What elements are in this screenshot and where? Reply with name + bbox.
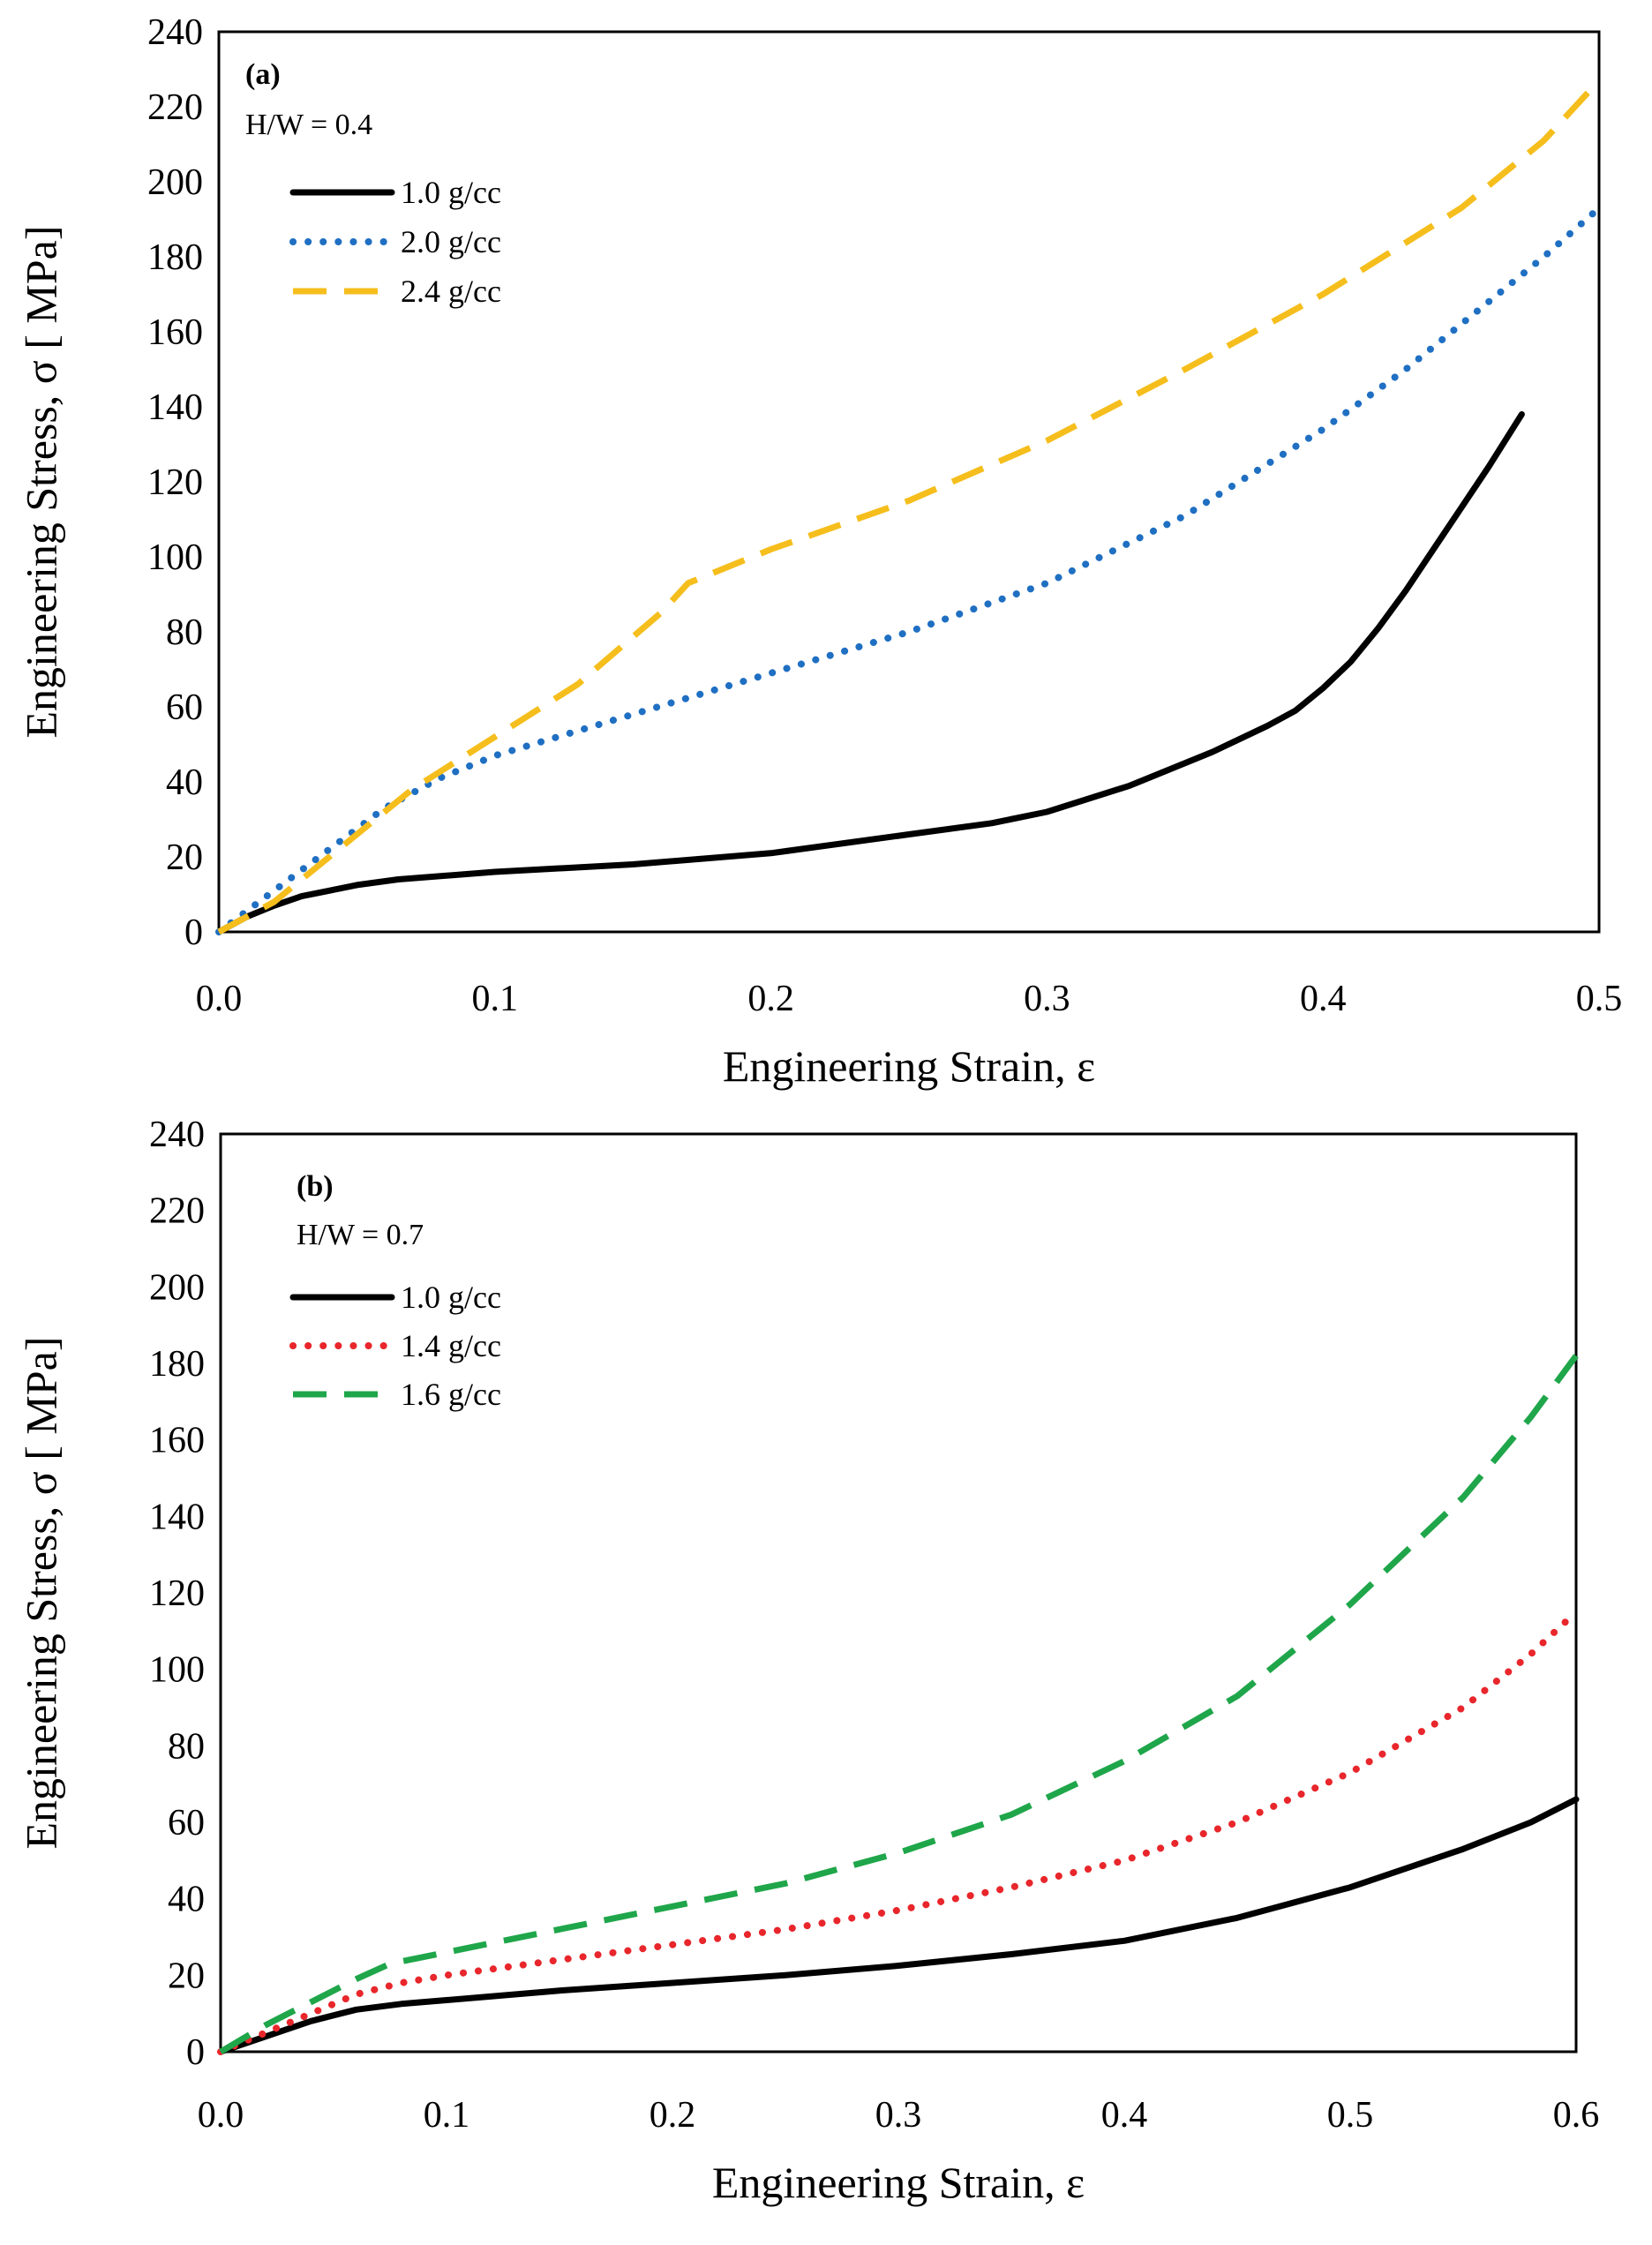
panel-label: (b)	[297, 1170, 334, 1203]
legend-label: 1.4 g/cc	[401, 1328, 501, 1363]
x-tick-label: 0.3	[875, 2095, 922, 2136]
y-tick-label: 80	[166, 612, 203, 653]
x-tick-label: 0.0	[196, 979, 243, 1019]
legend-label: 2.0 g/cc	[401, 224, 501, 259]
x-tick-label: 0.2	[650, 2095, 696, 2136]
x-axis-title: Engineering Strain, ε	[712, 2158, 1085, 2207]
y-axis-title: Engineering Stress, σ [ MPa]	[16, 225, 65, 738]
y-tick-label: 160	[149, 1421, 205, 1461]
y-tick-label: 40	[168, 1880, 205, 1920]
x-tick-label: 0.2	[747, 979, 794, 1019]
y-tick-label: 0	[186, 2032, 205, 2073]
y-tick-label: 160	[147, 312, 203, 353]
x-tick-label: 0.3	[1024, 979, 1070, 1019]
y-tick-label: 100	[149, 1650, 205, 1691]
x-axis-title: Engineering Strain, ε	[723, 1041, 1095, 1091]
series-line-1-0-g-cc	[215, 411, 1525, 935]
plot-area-frame	[217, 30, 1601, 934]
y-axis-title: Engineering Stress, σ [ MPa]	[16, 1336, 65, 1849]
legend-label: 1.0 g/cc	[401, 1280, 501, 1315]
y-tick-label: 0	[184, 912, 203, 953]
y-tick-label: 120	[149, 1573, 205, 1614]
y-tick-label: 240	[149, 1115, 205, 1155]
x-tick-label: 0.1	[424, 2095, 470, 2136]
y-tick-label: 200	[149, 1267, 205, 1308]
y-tick-label: 220	[149, 1191, 205, 1232]
y-tick-label: 240	[147, 12, 203, 53]
legend-label: 1.6 g/cc	[401, 1377, 501, 1412]
y-tick-label: 180	[147, 237, 203, 278]
x-tick-label: 0.4	[1300, 979, 1347, 1019]
y-tick-label: 60	[166, 687, 203, 728]
y-tick-label: 80	[168, 1726, 205, 1767]
y-tick-label: 140	[149, 1497, 205, 1537]
panel-label: (a)	[245, 58, 281, 91]
y-tick-label: 220	[147, 87, 203, 128]
y-tick-label: 200	[147, 162, 203, 203]
series-line-1-0-g-cc	[217, 1796, 1580, 2055]
x-tick-label: 0.5	[1327, 2095, 1374, 2136]
y-tick-label: 20	[166, 837, 203, 878]
legend-label: 2.4 g/cc	[401, 274, 501, 309]
series-line-1-6-g-cc	[219, 1354, 1579, 2055]
y-tick-label: 40	[166, 762, 203, 803]
plot-area-frame	[219, 1132, 1578, 2054]
x-tick-label: 0.5	[1576, 979, 1623, 1019]
y-tick-label: 20	[168, 1956, 205, 1996]
x-tick-label: 0.4	[1101, 2095, 1148, 2136]
y-tick-label: 60	[168, 1803, 205, 1843]
x-tick-label: 0.1	[472, 979, 519, 1019]
y-tick-label: 120	[147, 462, 203, 503]
aspect-ratio-annotation: H/W = 0.7	[297, 1219, 424, 1251]
legend-label: 1.0 g/cc	[401, 175, 501, 210]
aspect-ratio-annotation: H/W = 0.4	[245, 109, 372, 141]
x-tick-label: 0.6	[1553, 2095, 1600, 2136]
x-tick-label: 0.0	[198, 2095, 244, 2136]
series-line-2-4-g-cc	[217, 78, 1602, 935]
y-tick-label: 100	[147, 537, 203, 578]
chart-panel-a: 0 20 40 60 80 100 120 140 160 180 200 220 240 0.0 0.1 0…	[16, 12, 1622, 1091]
y-tick-label: 180	[149, 1344, 205, 1385]
y-tick-label: 140	[147, 387, 203, 428]
chart-panel-b: 0 20 40 60 80 100 120 140 160 180 200 220 240 0.0 0.1 0…	[16, 1115, 1599, 2207]
